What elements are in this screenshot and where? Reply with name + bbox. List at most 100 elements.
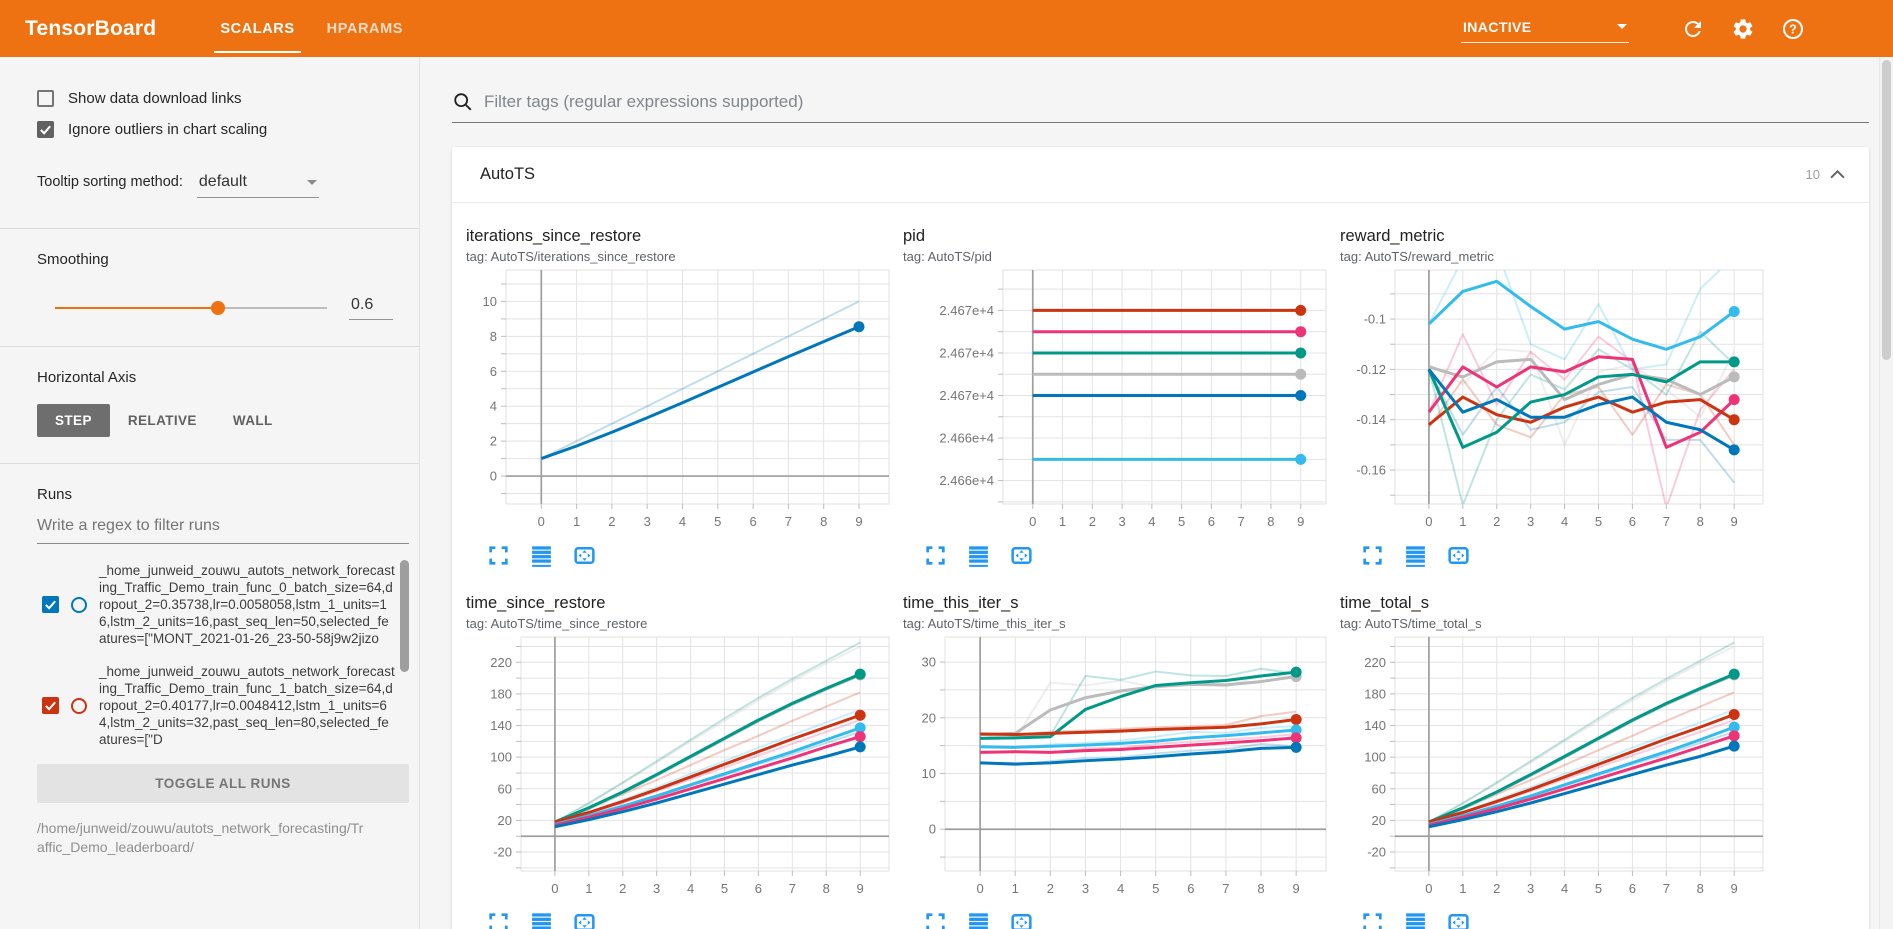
fullscreen-expand-icon[interactable] — [1360, 910, 1385, 929]
chart-card: time_this_iter_s tag: AutoTS/time_this_it… — [903, 594, 1340, 929]
tab-hparams[interactable]: HPARAMS — [326, 20, 404, 37]
slider-thumb[interactable] — [211, 301, 226, 315]
show-download-links-row[interactable]: Show data download links — [0, 83, 419, 114]
app-title: TensorBoard — [25, 16, 157, 40]
run-radio[interactable] — [71, 697, 87, 714]
svg-text:2: 2 — [1493, 881, 1500, 896]
chart-tag: tag: AutoTS/reward_metric — [1340, 249, 1494, 264]
svg-text:5: 5 — [1152, 881, 1159, 896]
run-label: _home_junweid_zouwu_autots_network_forec… — [99, 664, 395, 747]
runs-regex-input[interactable] — [37, 503, 409, 544]
runs-label: Runs — [37, 486, 73, 503]
svg-text:220: 220 — [490, 655, 512, 670]
svg-text:0: 0 — [1425, 881, 1432, 896]
svg-text:2.466e+4: 2.466e+4 — [939, 473, 994, 488]
run-radio[interactable] — [71, 596, 87, 613]
chart-title: iterations_since_restore — [466, 227, 642, 245]
svg-text:2.467e+4: 2.467e+4 — [939, 345, 994, 360]
svg-text:5: 5 — [1595, 881, 1602, 896]
svg-text:8: 8 — [820, 514, 827, 529]
fullscreen-expand-icon[interactable] — [923, 543, 948, 568]
axis-wall-button[interactable]: WALL — [232, 413, 273, 428]
smoothing-slider[interactable] — [55, 301, 327, 315]
run-row[interactable]: _home_junweid_zouwu_autots_network_forec… — [42, 562, 395, 647]
svg-text:4: 4 — [1561, 881, 1568, 896]
svg-text:0: 0 — [929, 822, 936, 837]
svg-text:1: 1 — [1059, 514, 1066, 529]
slider-fill — [55, 307, 219, 309]
help-icon[interactable]: ? — [1781, 17, 1805, 41]
fit-domain-icon[interactable] — [1009, 910, 1034, 929]
fit-domain-icon[interactable] — [572, 910, 597, 929]
data-lines-icon[interactable] — [529, 543, 554, 568]
tab-scalars[interactable]: SCALARS — [204, 0, 310, 57]
svg-text:6: 6 — [1629, 514, 1636, 529]
chart-tag: tag: AutoTS/time_since_restore — [466, 616, 648, 631]
svg-text:9: 9 — [1293, 881, 1300, 896]
data-lines-icon[interactable] — [1403, 910, 1428, 929]
fullscreen-expand-icon[interactable] — [486, 910, 511, 929]
chart-plot[interactable]: -0.1 -0.12 -0.14 -0.16 0 1 2 3 4 5 6 7 8 9 — [1340, 264, 1777, 536]
fullscreen-expand-icon[interactable] — [923, 910, 948, 929]
svg-text:-0.16: -0.16 — [1356, 463, 1386, 478]
fit-domain-icon[interactable] — [572, 543, 597, 568]
fullscreen-expand-icon[interactable] — [486, 543, 511, 568]
svg-text:2: 2 — [1089, 514, 1096, 529]
chart-tag: tag: AutoTS/time_this_iter_s — [903, 616, 1066, 631]
chart-card: time_total_s tag: AutoTS/time_total_s -20 2… — [1340, 594, 1777, 929]
divider — [0, 463, 419, 464]
svg-text:6: 6 — [1208, 514, 1215, 529]
chart-plot[interactable]: 2.467e+4 2.467e+4 2.467e+4 2.466e+4 2.466e+4… — [903, 264, 1340, 536]
svg-text:9: 9 — [1731, 514, 1738, 529]
main-scrollbar[interactable] — [1879, 57, 1893, 929]
svg-text:5: 5 — [714, 514, 721, 529]
filter-tags-input[interactable] — [484, 92, 1869, 112]
refresh-icon[interactable] — [1681, 17, 1705, 41]
axis-step-button[interactable]: STEP — [37, 404, 110, 437]
data-lines-icon[interactable] — [529, 910, 554, 929]
svg-text:3: 3 — [644, 514, 651, 529]
chart-plot[interactable]: -20 20 60 100 140 180 220 0 1 2 3 4 5 6 7 8 9 — [466, 631, 903, 903]
fit-domain-icon[interactable] — [1446, 910, 1471, 929]
run-checkbox[interactable] — [42, 697, 59, 714]
svg-text:6: 6 — [1629, 881, 1636, 896]
tooltip-sorting-select[interactable]: default — [196, 171, 319, 198]
chart-plot[interactable]: 0 2 4 6 8 10 0 1 2 3 4 5 6 7 8 9 — [466, 264, 903, 536]
reload-status-select[interactable]: INACTIVE — [1461, 15, 1629, 43]
chart-title: time_since_restore — [466, 594, 606, 612]
data-lines-icon[interactable] — [1403, 543, 1428, 568]
axis-relative-button[interactable]: RELATIVE — [127, 413, 197, 428]
svg-text:2: 2 — [608, 514, 615, 529]
fullscreen-expand-icon[interactable] — [1360, 543, 1385, 568]
runs-scrollbar-thumb[interactable] — [400, 560, 409, 672]
svg-text:5: 5 — [1178, 514, 1185, 529]
run-row[interactable]: _home_junweid_zouwu_autots_network_forec… — [42, 663, 395, 748]
fit-domain-icon[interactable] — [1009, 543, 1034, 568]
data-lines-icon[interactable] — [966, 543, 991, 568]
svg-text:6: 6 — [490, 364, 497, 379]
data-lines-icon[interactable] — [966, 910, 991, 929]
settings-gear-icon[interactable] — [1731, 17, 1755, 41]
chart-plot[interactable]: -20 20 60 100 140 180 220 0 1 2 3 4 5 6 7 8 9 — [1340, 631, 1777, 903]
smoothing-value[interactable]: 0.6 — [349, 296, 393, 320]
chevron-down-icon — [1617, 24, 1627, 29]
chart-plot[interactable]: 0 10 20 30 0 1 2 3 4 5 6 7 8 9 — [903, 631, 1340, 903]
svg-text:0: 0 — [490, 469, 497, 484]
main-scrollbar-thumb[interactable] — [1882, 60, 1891, 360]
svg-text:5: 5 — [1595, 514, 1602, 529]
divider — [0, 346, 419, 347]
ignore-outliers-checkbox[interactable] — [37, 121, 54, 138]
svg-text:180: 180 — [490, 686, 512, 701]
run-checkbox[interactable] — [42, 596, 59, 613]
chart-count: 10 — [1805, 167, 1820, 182]
ignore-outliers-row[interactable]: Ignore outliers in chart scaling — [0, 114, 419, 145]
show-download-links-checkbox[interactable] — [37, 90, 54, 107]
chart-tag: tag: AutoTS/time_total_s — [1340, 616, 1482, 631]
collapse-section-button[interactable] — [1830, 170, 1845, 179]
svg-text:0: 0 — [551, 881, 558, 896]
svg-text:4: 4 — [679, 514, 686, 529]
toggle-all-runs-button[interactable]: TOGGLE ALL RUNS — [37, 764, 409, 803]
svg-text:9: 9 — [1731, 881, 1738, 896]
chart-title: time_total_s — [1340, 594, 1429, 612]
fit-domain-icon[interactable] — [1446, 543, 1471, 568]
